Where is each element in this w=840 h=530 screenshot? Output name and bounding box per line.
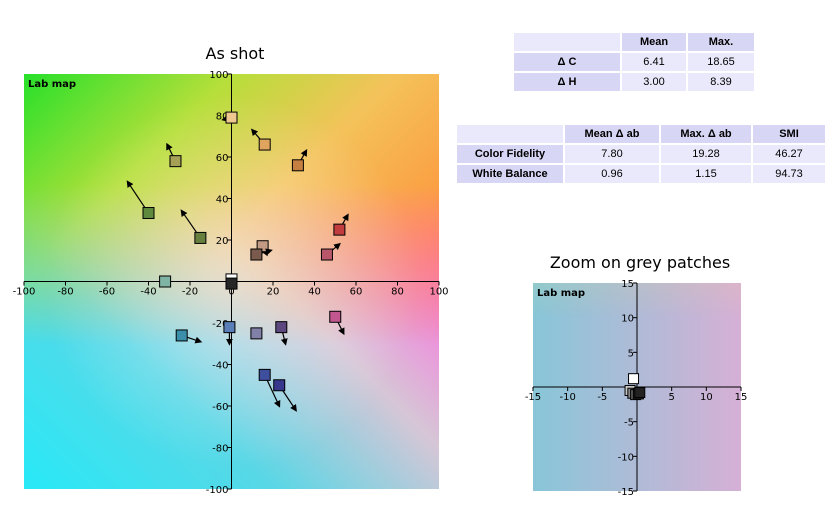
patch-marker <box>320 248 333 261</box>
y-tick-label: -5 <box>624 418 634 429</box>
table-row: Color Fidelity 7.80 19.28 46.27 <box>457 145 825 163</box>
fidelity-row-max: 19.28 <box>661 145 751 163</box>
patch-marker <box>329 310 342 323</box>
y-tick-label: -40 <box>212 361 228 372</box>
delta-row-label: Δ H <box>514 73 620 91</box>
y-tick-label: -100 <box>206 485 229 496</box>
table-row: Δ C 6.41 18.65 <box>514 53 754 71</box>
x-tick-label: -100 <box>13 287 36 298</box>
patch-marker <box>225 277 238 290</box>
x-tick-label: 5 <box>668 392 674 403</box>
x-tick-label: -15 <box>525 392 541 403</box>
fidelity-header-max: Max. Δ ab <box>661 125 751 143</box>
patch-marker <box>169 155 182 168</box>
x-tick-label: 0 <box>228 287 234 298</box>
x-tick-label: -40 <box>140 287 156 298</box>
x-tick-label: 100 <box>429 287 448 298</box>
lab-map-label: Lab map <box>28 79 76 90</box>
x-tick-label: -60 <box>99 287 115 298</box>
patch-marker <box>628 373 640 385</box>
patch-marker <box>142 207 155 220</box>
y-tick-label: -10 <box>618 452 634 463</box>
delta-header-mean: Mean <box>622 33 686 51</box>
fidelity-row-label: White Balance <box>457 165 563 183</box>
main-chart: -100 -80 -60 -40 -20 0 20 40 60 80 100 -100 -80 -60 -4… <box>13 70 449 496</box>
delta-header-blank <box>514 33 620 51</box>
x-tick-label: 15 <box>735 392 748 403</box>
fidelity-row-max: 1.15 <box>661 165 751 183</box>
delta-row-mean: 3.00 <box>622 73 686 91</box>
fidelity-row-label: Color Fidelity <box>457 145 563 163</box>
x-tick-label: 10 <box>700 392 713 403</box>
patch-marker <box>225 111 238 124</box>
patch-marker <box>256 240 269 253</box>
y-tick-label: 100 <box>209 70 228 81</box>
patch-marker <box>258 368 271 381</box>
fidelity-row-smi: 46.27 <box>753 145 825 163</box>
x-tick-label: 60 <box>350 287 363 298</box>
x-tick-label: 80 <box>391 287 404 298</box>
x-tick-label: -80 <box>57 287 73 298</box>
x-tick-label: -5 <box>597 392 607 403</box>
fidelity-row-mean: 7.80 <box>565 145 659 163</box>
y-tick-label: -20 <box>212 319 228 330</box>
y-tick-label: 10 <box>621 314 634 325</box>
table-row: White Balance 0.96 1.15 94.73 <box>457 165 825 183</box>
main-chart-title: As shot <box>205 44 265 63</box>
x-tick-label: -20 <box>182 287 198 298</box>
delta-row-mean: 6.41 <box>622 53 686 71</box>
delta-row-label: Δ C <box>514 53 620 71</box>
patch-marker <box>250 327 263 340</box>
patch-marker <box>273 379 286 392</box>
zoom-chart-title: Zoom on grey patches <box>549 253 731 272</box>
delta-row-max: 18.65 <box>688 53 754 71</box>
delta-table: Mean Max. Δ C 6.41 18.65 Δ H 3.00 8.39 <box>512 31 756 93</box>
patch-marker <box>223 321 236 334</box>
patch-marker <box>634 387 646 399</box>
y-tick-label: -60 <box>212 402 228 413</box>
patch-marker <box>250 248 263 261</box>
table-row: Δ H 3.00 8.39 <box>514 73 754 91</box>
y-tick-label: 20 <box>216 236 229 247</box>
lab-map-label: Lab map <box>537 288 585 299</box>
fidelity-header-blank <box>457 125 563 143</box>
patch-marker <box>258 138 271 151</box>
y-tick-label: 5 <box>628 348 634 359</box>
x-tick-label: -10 <box>559 392 575 403</box>
x-tick-label: 20 <box>267 287 280 298</box>
y-tick-label: 40 <box>216 195 229 206</box>
patch-marker <box>291 159 304 172</box>
fidelity-header-smi: SMI <box>753 125 825 143</box>
y-tick-label: 60 <box>216 153 229 164</box>
fidelity-row-smi: 94.73 <box>753 165 825 183</box>
y-tick-label: 15 <box>621 279 634 290</box>
fidelity-header-mean: Mean Δ ab <box>565 125 659 143</box>
patch-marker <box>159 275 172 288</box>
patch-marker <box>194 231 207 244</box>
fidelity-row-mean: 0.96 <box>565 165 659 183</box>
patch-marker <box>275 321 288 334</box>
patch-marker <box>333 223 346 236</box>
y-tick-label: -15 <box>618 487 634 498</box>
fidelity-table: Mean Δ ab Max. Δ ab SMI Color Fidelity 7… <box>455 123 827 185</box>
patch-marker <box>175 329 188 342</box>
delta-row-max: 8.39 <box>688 73 754 91</box>
x-tick-label: 40 <box>308 287 321 298</box>
y-tick-label: -80 <box>212 444 228 455</box>
delta-header-max: Max. <box>688 33 754 51</box>
